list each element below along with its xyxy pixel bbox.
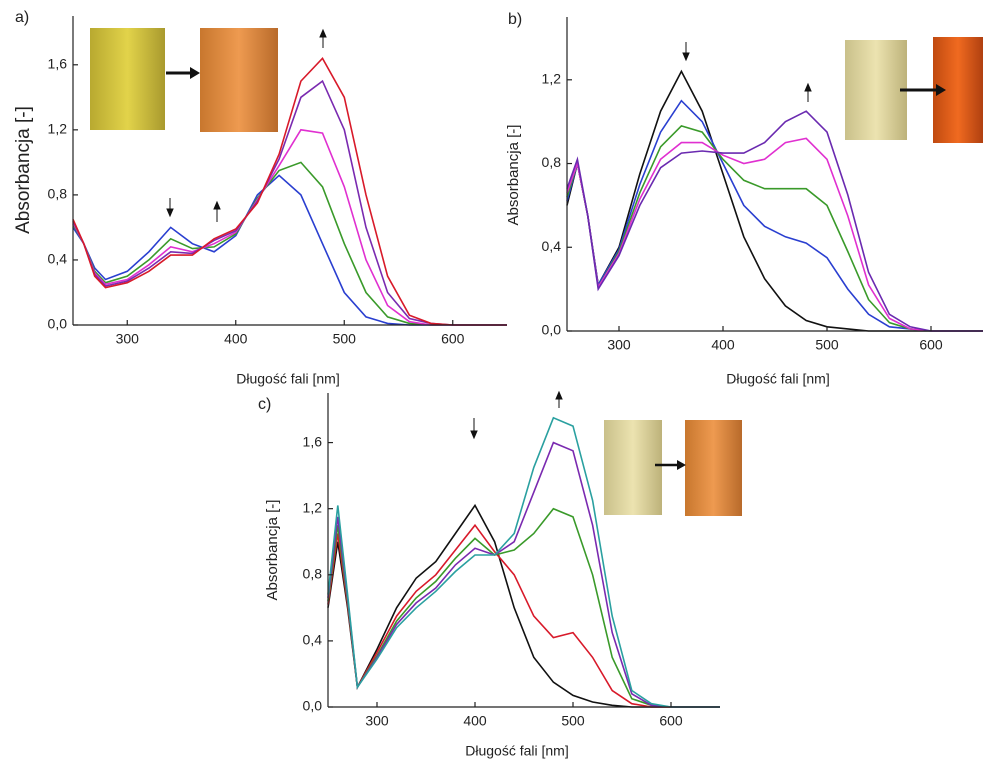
arrow-head [190,67,200,79]
spectrum-line [566,137,983,332]
x-tick-label: 500 [333,331,357,347]
y-axis-label: Absorbancja [-] [13,106,34,234]
insets [90,28,983,516]
spectrum-line [327,503,720,708]
x-tick-label: 300 [116,331,140,347]
y-tick-label: 0,4 [303,632,323,648]
panel: 0,0 0,4 0,8 1,2 300 400 500 600 Długość fali [nm… [505,11,983,387]
y-tick-label: 1,2 [542,71,562,87]
y-tick-label: 1,2 [303,499,323,515]
x-tick-label: 600 [441,331,465,347]
y-axis-label: Absorbancja [-] [264,500,281,601]
x-axis-label: Długość fali [nm] [465,743,568,759]
vial-photo [845,40,907,140]
spectrum-line [566,110,983,332]
spectrum-line [72,161,507,326]
spectrum-line [566,99,983,332]
y-tick-label: 0,8 [303,565,323,581]
spectrum-line [566,69,983,332]
x-tick-label: 400 [463,713,487,729]
x-tick-label: 500 [561,713,585,729]
y-tick-label: 0,8 [48,186,68,202]
spectrum-line [72,56,507,326]
y-tick-label: 0,0 [48,316,68,332]
panel-label: a) [15,9,29,26]
x-axis-label: Długość fali [nm] [236,371,339,387]
x-axis-label: Długość fali [nm] [726,371,829,387]
x-tick-label: 600 [919,337,943,353]
x-tick-label: 500 [815,337,839,353]
panel: 0,0 0,4 0,8 1,2 1,6 300 400 500 600 Długość fali … [13,9,507,387]
y-tick-label: 0,0 [303,698,323,714]
y-tick-label: 1,2 [48,121,68,137]
arrow-head [677,460,686,470]
spectrum-line [327,416,720,708]
trend-arrows [166,28,812,440]
spectrum-line [327,507,720,708]
vial-photo [200,28,278,132]
x-tick-label: 600 [659,713,683,729]
spectrum-line [72,128,507,326]
spectrum-line [327,523,720,708]
y-tick-label: 0,0 [542,322,562,338]
x-tick-label: 300 [365,713,389,729]
y-tick-label: 0,4 [542,238,562,254]
y-tick-label: 0,4 [48,251,68,267]
vial-photo [685,420,742,516]
x-tick-label: 300 [607,337,631,353]
panel: 0,0 0,4 0,8 1,2 1,6 300 400 500 600 Długość fali … [258,393,720,759]
panel-label: c) [258,396,271,413]
x-tick-label: 400 [711,337,735,353]
y-tick-label: 1,6 [303,433,323,449]
y-axis-label: Absorbancja [-] [505,125,522,226]
vial-photo [604,420,662,515]
spectrum-line [72,174,507,326]
y-tick-label: 1,6 [48,55,68,71]
x-tick-label: 400 [224,331,248,347]
arrow-head [936,84,946,96]
y-tick-label: 0,8 [542,154,562,170]
panel-label: b) [508,11,522,28]
vial-photo [90,28,165,130]
